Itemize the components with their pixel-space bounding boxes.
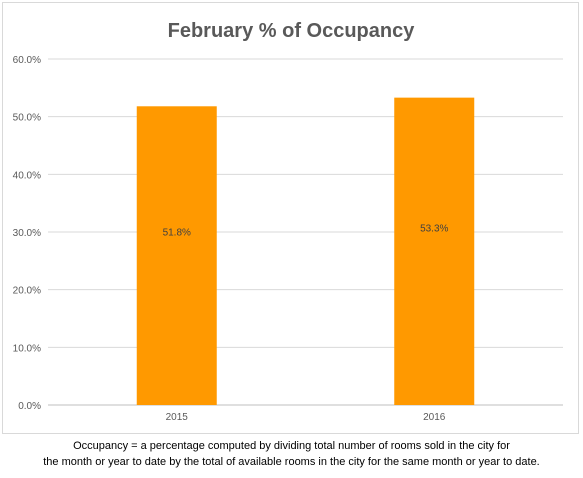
y-tick-label: 0.0% — [18, 401, 41, 412]
y-tick-label: 40.0% — [13, 170, 41, 181]
data-label: 53.3% — [420, 223, 448, 234]
footnote-line-2: the month or year to date by the total o… — [43, 456, 540, 468]
footnote-line-1: Occupancy = a percentage computed by div… — [73, 440, 510, 452]
x-tick-label: 2015 — [166, 412, 189, 423]
y-tick-label: 20.0% — [13, 286, 41, 297]
bar-chart: February % of Occupancy 0.0% 10.0% 20.0% 30.… — [13, 20, 563, 423]
y-tick-label: 50.0% — [13, 113, 41, 124]
footnote: Occupancy = a percentage computed by div… — [0, 438, 583, 470]
bar-2015 — [136, 106, 217, 405]
data-label: 51.8% — [163, 228, 191, 239]
chart-frame — [2, 2, 579, 434]
y-tick-label: 10.0% — [13, 343, 41, 354]
x-tick-label: 2016 — [423, 412, 446, 423]
chart-title: February % of Occupancy — [168, 20, 416, 42]
y-tick-label: 60.0% — [13, 55, 41, 66]
bar-2016 — [394, 97, 475, 406]
y-tick-label: 30.0% — [13, 228, 41, 239]
